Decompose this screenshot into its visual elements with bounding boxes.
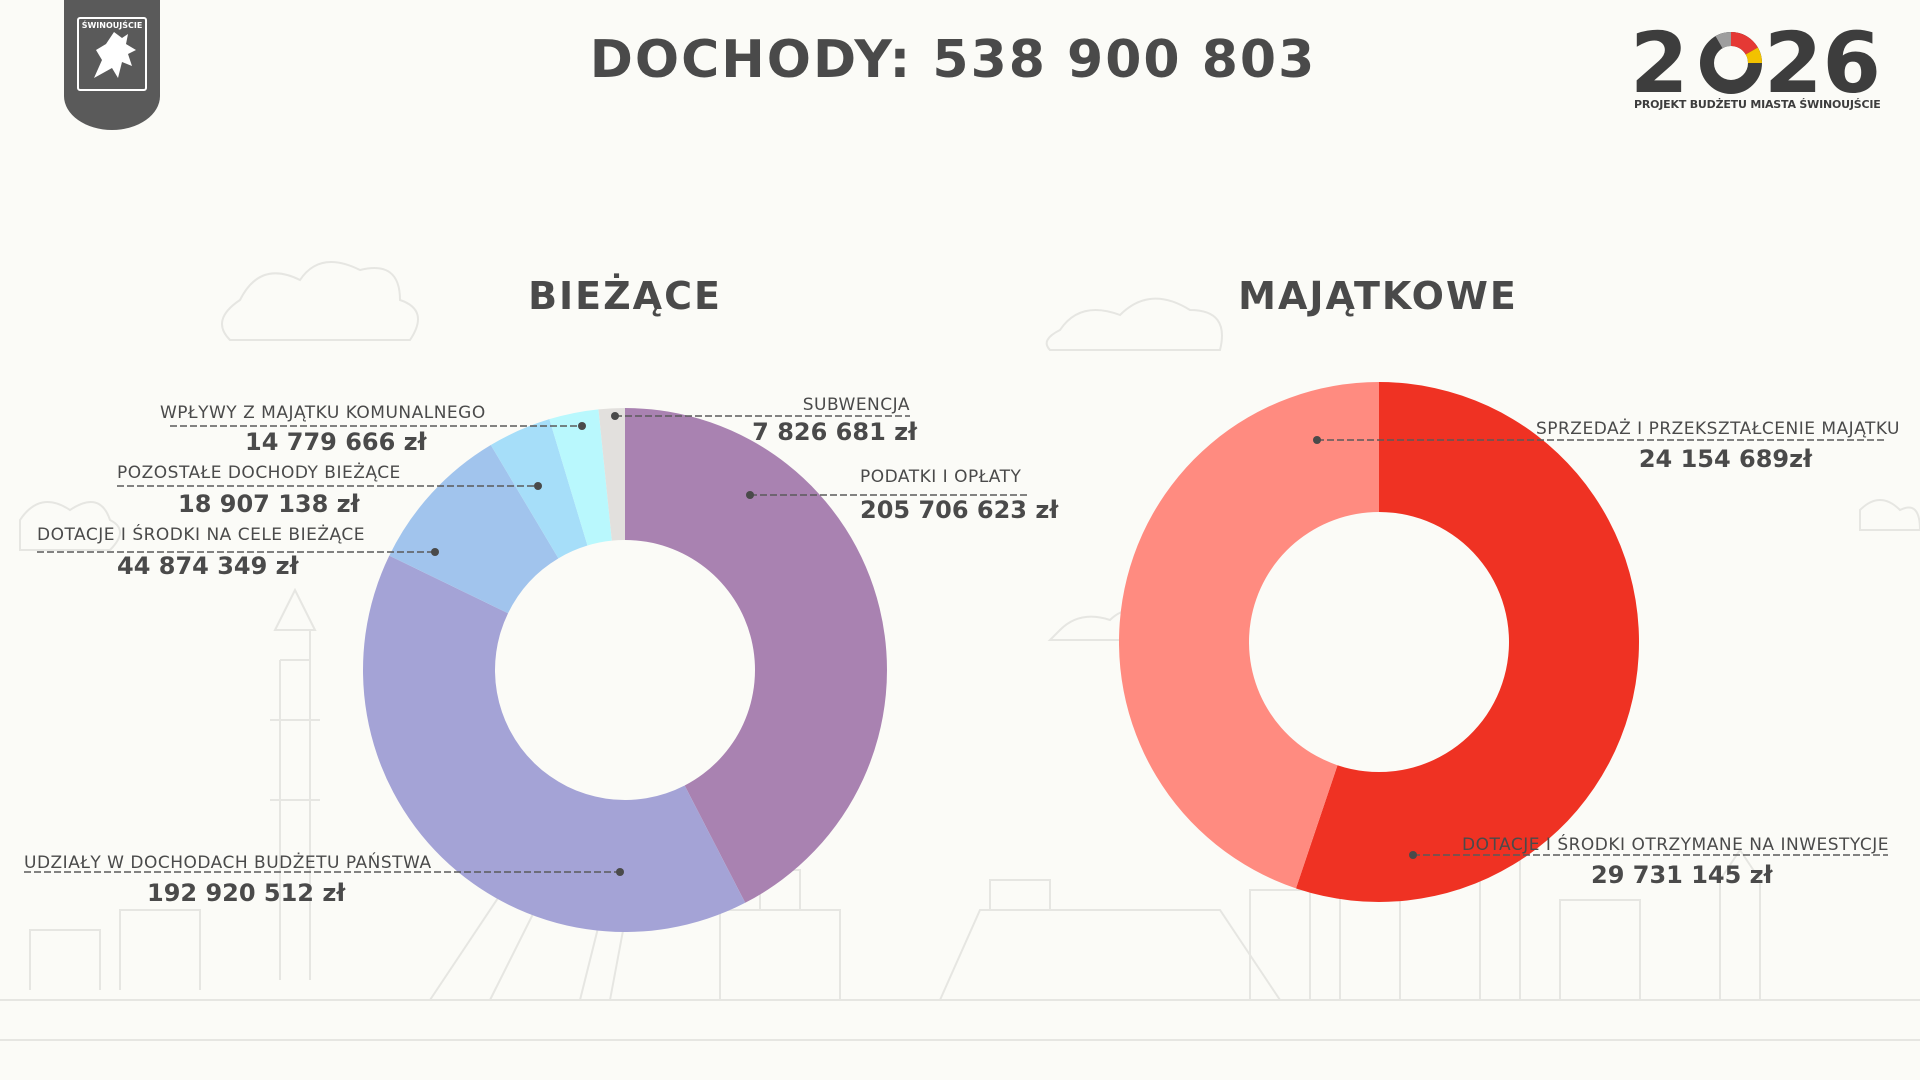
slice-value-dotacje-i-srodki-na-cele-biezace: 44 874 349 zł (117, 552, 300, 580)
slice-value-subwencja: 7 826 681 zł (752, 418, 918, 446)
leader-dot-pozostale-dochody-biezace (534, 482, 542, 490)
slice-label-dotacje-i-srodki-na-cele-biezace: DOTACJE I ŚRODKI NA CELE BIEŻĄCE (37, 523, 365, 545)
slice-wplywy-z-majatku-komunalnego (549, 409, 612, 546)
slice-sprzedaz-i-przeksztalcenie-majatku (1118, 382, 1379, 889)
slice-value-dotacje-i-srodki-otrzymane-na-inwestycje: 29 731 145 zł (1591, 861, 1774, 889)
logo-year-right: 26 (1764, 18, 1881, 112)
slice-label-pozostale-dochody-biezace: POZOSTAŁE DOCHODY BIEŻĄCE (117, 462, 401, 483)
city-crest: ŚWINOUJŚCIE (64, 0, 160, 130)
leader-dot-wplywy-z-majatku-komunalnego (578, 422, 586, 430)
slice-subwencja (598, 408, 625, 541)
leader-dot-dotacje-i-srodki-otrzymane-na-inwestycje (1409, 851, 1417, 859)
slice-value-udzialy-w-dochodach-budzetu-panstwa: 192 920 512 zł (147, 879, 346, 907)
slice-dotacje-i-srodki-otrzymane-na-inwestycje (1295, 382, 1639, 902)
budget-2026-logo: 2 26 PROJEKT BUDŻETU MIASTA ŚWINOUJŚCIE (1630, 18, 1881, 112)
leader-dot-udzialy-w-dochodach-budzetu-panstwa (616, 868, 624, 876)
chart-labels: PODATKI I OPŁATY 205 706 623 zł UDZIAŁY W … (24, 395, 1900, 907)
slice-label-sprzedaz-i-przeksztalcenie-majatku: SPRZEDAŻ I PRZEKSZTAŁCENIE MAJĄTKU (1536, 418, 1900, 439)
slice-value-sprzedaz-i-przeksztalcenie-majatku: 24 154 689zł (1639, 445, 1813, 473)
logo-subtitle: PROJEKT BUDŻETU MIASTA ŚWINOUJŚCIE (1634, 97, 1881, 111)
slice-label-udzialy-w-dochodach-budzetu-panstwa: UDZIAŁY W DOCHODACH BUDŻETU PAŃSTWA (24, 851, 432, 873)
slice-podatki-i-oplaty (625, 408, 887, 903)
slice-label-wplywy-z-majatku-komunalnego: WPŁYWY Z MAJĄTKU KOMUNALNEGO (160, 403, 486, 423)
slice-label-podatki-i-oplaty: PODATKI I OPŁATY (860, 467, 1021, 487)
leader-dot-dotacje-i-srodki-na-cele-biezace (431, 548, 439, 556)
chart-title-biezace: BIEŻĄCE (528, 274, 722, 318)
leader-dot-sprzedaz-i-przeksztalcenie-majatku (1313, 436, 1321, 444)
donut-chart-biezace (362, 408, 887, 933)
chart-title-majatkowe: MAJĄTKOWE (1238, 274, 1518, 318)
slice-value-pozostale-dochody-biezace: 18 907 138 zł (178, 490, 361, 518)
slice-udzialy-w-dochodach-budzetu-panstwa (362, 555, 746, 933)
leader-dot-subwencja (611, 412, 619, 420)
slice-value-wplywy-z-majatku-komunalnego: 14 779 666 zł (245, 428, 428, 456)
slice-dotacje-i-srodki-na-cele-biezace (389, 444, 559, 614)
page-title: DOCHODY: 538 900 803 (589, 30, 1317, 90)
slice-label-dotacje-i-srodki-otrzymane-na-inwestycje: DOTACJE I ŚRODKI OTRZYMANE NA INWESTYCJE (1462, 833, 1889, 855)
crest-label: ŚWINOUJŚCIE (82, 19, 143, 30)
logo-ring-icon (1700, 31, 1763, 94)
griffin-icon (94, 32, 136, 78)
leader-dot-podatki-i-oplaty (746, 491, 754, 499)
logo-year-left: 2 (1630, 18, 1688, 112)
slice-label-subwencja: SUBWENCJA (803, 395, 910, 415)
donut-chart-majatkowe (1118, 382, 1639, 902)
slice-value-podatki-i-oplaty: 205 706 623 zł (860, 496, 1059, 524)
